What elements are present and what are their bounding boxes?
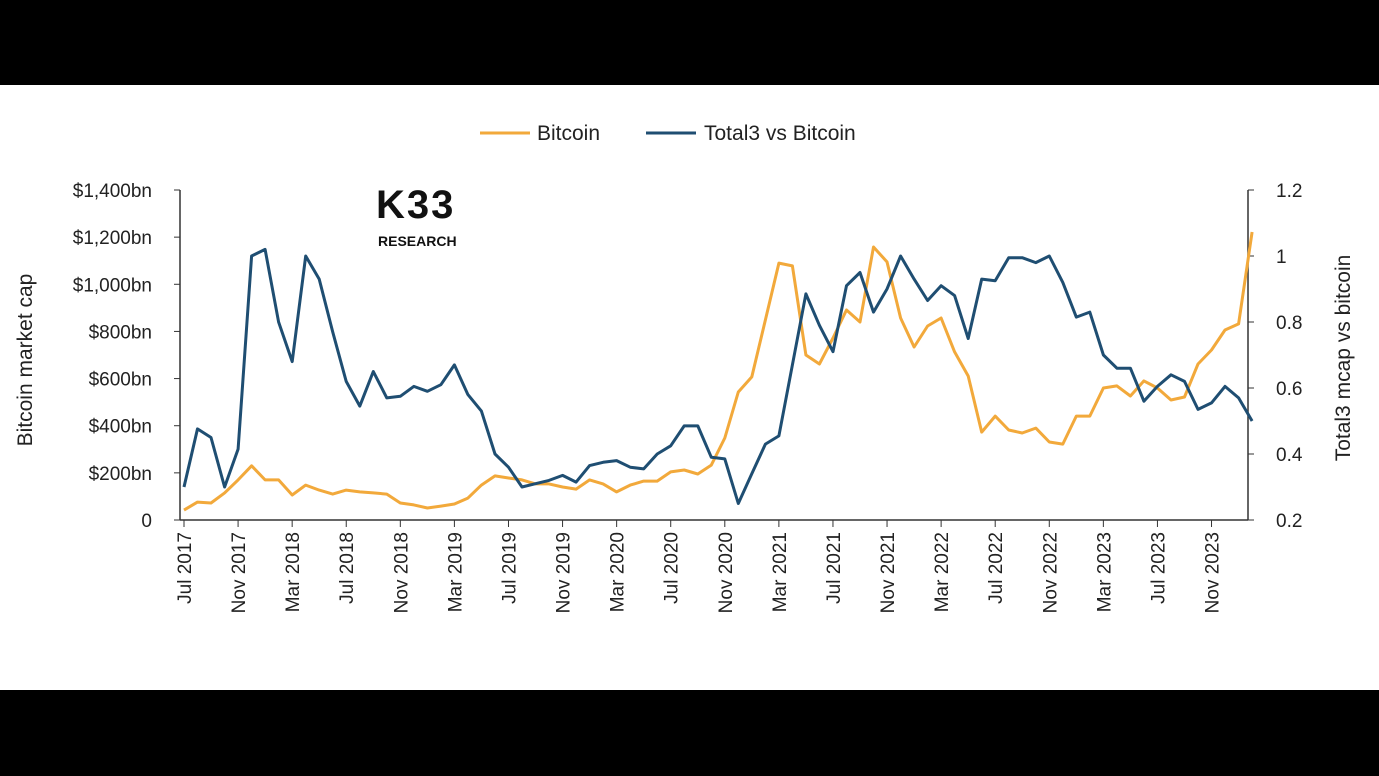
x-tick-label: Nov 2023: [1203, 532, 1224, 613]
y-tick-label-left: $1,400bn: [73, 181, 152, 202]
x-tick-label: Jul 2017: [175, 532, 196, 604]
y-tick-label-right: 1.2: [1276, 181, 1302, 202]
y-tick-label-right: 1: [1276, 247, 1287, 268]
x-tick-label: Mar 2023: [1094, 532, 1115, 612]
y-tick-label-left: 0: [141, 511, 152, 532]
y-tick-label-right: 0.8: [1276, 313, 1302, 334]
chart-frame: [0, 85, 1379, 690]
y-tick-label-left: $1,200bn: [73, 228, 152, 249]
legend-label-total3: Total3 vs Bitcoin: [704, 122, 856, 145]
x-tick-label: Nov 2018: [391, 532, 412, 613]
logo-k33: K33: [376, 183, 455, 227]
y-tick-label-left: $400bn: [89, 417, 152, 438]
x-tick-label: Mar 2020: [608, 532, 629, 612]
x-tick-label: Jul 2019: [499, 532, 520, 604]
x-tick-label: Nov 2021: [878, 532, 899, 613]
x-tick-label: Nov 2022: [1040, 532, 1061, 613]
x-tick-label: Jul 2021: [824, 532, 845, 604]
x-tick-label: Nov 2017: [229, 532, 250, 613]
x-tick-label: Mar 2022: [932, 532, 953, 612]
y-tick-label-right: 0.2: [1276, 511, 1302, 532]
series-line-bitcoin: [183, 231, 1254, 512]
y-axis-right-label: Total3 mcap vs bitcoin: [1332, 255, 1355, 462]
y-tick-label-left: $800bn: [89, 322, 152, 343]
x-tick-label: Nov 2020: [716, 532, 737, 613]
x-tick-label: Mar 2021: [770, 532, 791, 612]
y-tick-label-right: 0.4: [1276, 445, 1303, 466]
x-tick-label: Mar 2018: [283, 532, 304, 612]
y-tick-label-left: $200bn: [89, 464, 152, 485]
y-tick-label-left: $1,000bn: [73, 275, 152, 296]
legend: Bitcoin Total3 vs Bitcoin: [480, 122, 856, 145]
x-tick-label: Jul 2018: [337, 532, 358, 604]
x-tick-label: Jul 2020: [662, 532, 683, 604]
series-line-total3: [182, 247, 1254, 505]
y-tick-label-left: $600bn: [89, 370, 152, 391]
x-tick-label: Jul 2023: [1148, 532, 1169, 604]
logo-research: RESEARCH: [378, 233, 457, 249]
k33-logo: K33 RESEARCH: [376, 183, 457, 249]
x-tick-label: Mar 2019: [445, 532, 466, 612]
y-tick-label-right: 0.6: [1276, 379, 1302, 400]
x-tick-label: Nov 2019: [554, 532, 575, 613]
y-axis-left-label: Bitcoin market cap: [14, 274, 37, 447]
legend-label-bitcoin: Bitcoin: [537, 122, 600, 145]
x-tick-label: Jul 2022: [986, 532, 1007, 604]
